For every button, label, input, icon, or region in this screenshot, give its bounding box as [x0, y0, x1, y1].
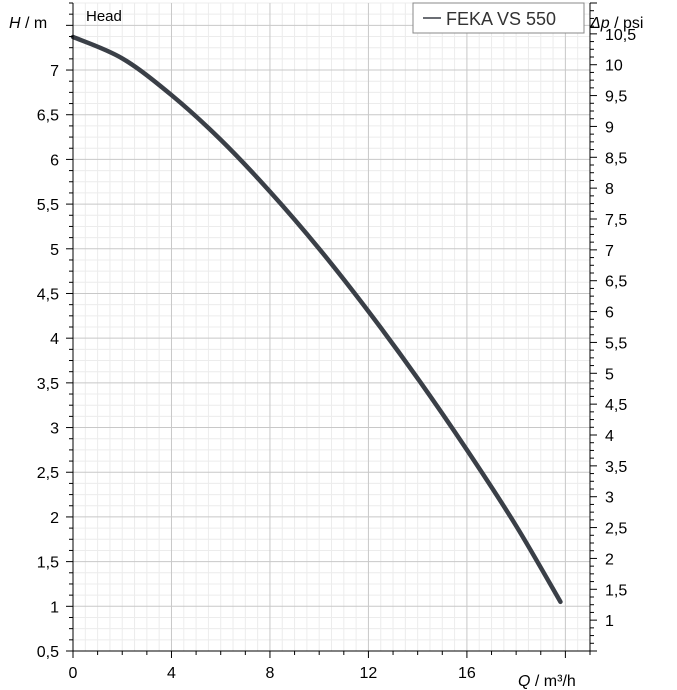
y2-tick-label: 1,5: [605, 582, 627, 599]
y-tick-label: 2,5: [37, 465, 59, 482]
y2-tick-label: 2,5: [605, 521, 627, 538]
x-tick-label: 16: [458, 665, 476, 682]
y-tick-label: 3,5: [37, 376, 59, 393]
legend-label: FEKA VS 550: [446, 9, 556, 29]
y2-tick-label: 4,5: [605, 397, 627, 414]
y-tick-label: 6,5: [37, 108, 59, 125]
y2-tick-label: 10: [605, 58, 623, 75]
y-tick-label: 6: [50, 152, 59, 169]
y2-tick-label: 7: [605, 243, 614, 260]
y2-tick-label: 7,5: [605, 212, 627, 229]
y2-tick-label: 5: [605, 366, 614, 383]
y2-tick-label: 3,5: [605, 459, 627, 476]
x-tick-label: 4: [167, 665, 176, 682]
legend-box: [412, 2, 585, 34]
y2-tick-label: 4: [605, 428, 614, 445]
y2-tick-label: 9: [605, 119, 614, 136]
x-tick-label: 0: [69, 665, 78, 682]
x-tick-label: 8: [265, 665, 274, 682]
y2-tick-label: 2: [605, 551, 614, 568]
x-tick-label: 12: [360, 665, 378, 682]
y2-tick-label: 3: [605, 490, 614, 507]
y2-tick-label: 10,5: [605, 27, 636, 44]
y2-tick-label: 1: [605, 613, 614, 630]
y2-tick-label: 5,5: [605, 335, 627, 352]
x-axis-title: Q / m³/h: [518, 673, 576, 690]
series-line: [70, 34, 563, 605]
grid: [72, 2, 591, 652]
y-axis-title: H / m: [9, 15, 47, 32]
y2-tick-label: 9,5: [605, 89, 627, 106]
y-tick-label: 7: [50, 63, 59, 80]
y2-tick-label: 8: [605, 181, 614, 198]
y-tick-label: 2: [50, 510, 59, 527]
axes: 0 4 8 12 16 0,5 1 1,5 2 2,5 3 3,5 4 4,5 5 5,5 6 6,5 7 1 1,5 2…: [37, 2, 636, 682]
y-tick-label: 5,5: [37, 197, 59, 214]
plot-series: [70, 34, 563, 605]
y-tick-label: 4: [50, 331, 59, 348]
y2-axis-title: Δp / psi: [589, 15, 643, 32]
y2-tick-label: 6,5: [605, 274, 627, 291]
y-tick-label: 1: [50, 599, 59, 616]
y-tick-label: 3: [50, 421, 59, 438]
y-tick-label: 4,5: [37, 286, 59, 303]
y-tick-label: 1,5: [37, 555, 59, 572]
panel-title: Head: [86, 8, 122, 25]
y2-tick-label: 6: [605, 305, 614, 322]
legend: FEKA VS 550: [412, 2, 585, 34]
y-tick-label: 0,5: [37, 644, 59, 661]
y2-tick-label: 8,5: [605, 150, 627, 167]
y-tick-label: 5: [50, 242, 59, 259]
